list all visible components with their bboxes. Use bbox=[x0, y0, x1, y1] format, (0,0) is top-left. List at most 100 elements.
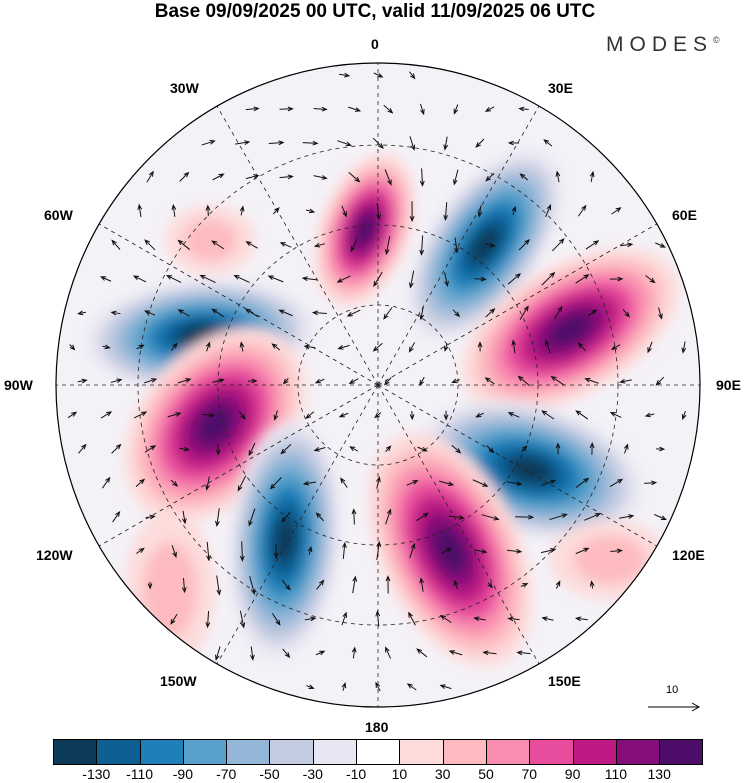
wind-arrow bbox=[239, 341, 245, 352]
wind-arrow bbox=[587, 309, 598, 317]
wind-arrow bbox=[133, 411, 148, 419]
wind-arrow bbox=[452, 169, 459, 186]
wind-arrow bbox=[618, 514, 635, 519]
wind-arrow bbox=[577, 342, 587, 352]
anomaly-field bbox=[85, 149, 679, 670]
wind-arrow bbox=[385, 508, 392, 525]
wind-arrow bbox=[303, 344, 316, 350]
wind-arrow bbox=[348, 378, 359, 384]
wind-arrow bbox=[271, 613, 281, 626]
negative-anomaly bbox=[469, 225, 501, 265]
wind-arrow bbox=[144, 310, 156, 316]
wind-arrow bbox=[181, 577, 187, 594]
negative-anomaly bbox=[507, 456, 553, 484]
wind-arrow bbox=[416, 648, 428, 658]
wind-arrow bbox=[485, 173, 495, 182]
wind-arrow bbox=[311, 310, 327, 316]
colorbar-tick: 10 bbox=[391, 766, 408, 782]
wind-arrow bbox=[316, 579, 325, 590]
meridian-line bbox=[212, 384, 379, 671]
wind-arrow bbox=[336, 275, 351, 283]
wind-arrow bbox=[417, 446, 428, 452]
wind-arrow bbox=[181, 510, 187, 525]
wind-arrow bbox=[110, 378, 123, 384]
wind-arrow bbox=[439, 614, 452, 623]
wind-arrow bbox=[233, 274, 250, 283]
wind-arrow bbox=[419, 577, 425, 592]
lon-label-180: 180 bbox=[365, 719, 389, 735]
wind-arrow bbox=[147, 581, 153, 590]
wind-arrow bbox=[376, 476, 381, 489]
wind-arrow bbox=[372, 137, 384, 149]
wind-arrow bbox=[383, 306, 393, 320]
wind-arrow bbox=[453, 104, 459, 115]
wind-arrow bbox=[279, 174, 294, 180]
wind-arrow bbox=[406, 683, 417, 691]
colorbar-tick: -70 bbox=[216, 766, 237, 782]
colorbar-swatch bbox=[54, 740, 98, 764]
wind-arrow bbox=[619, 378, 632, 384]
wind-arrow bbox=[144, 239, 156, 251]
wind-arrow bbox=[350, 238, 358, 253]
wind-arrow bbox=[451, 378, 460, 384]
wind-arrow bbox=[338, 412, 349, 418]
wind-arrow bbox=[281, 511, 291, 523]
wind-arrow bbox=[439, 480, 455, 487]
reference-arrow bbox=[648, 702, 701, 712]
wind-arrow bbox=[177, 309, 190, 317]
wind-arrow bbox=[216, 575, 222, 596]
wind-arrow bbox=[249, 576, 256, 595]
reference-vector-label: 10 bbox=[666, 684, 679, 696]
wind-arrow bbox=[656, 446, 666, 452]
wind-arrow bbox=[610, 548, 623, 554]
wind-arrow bbox=[511, 339, 517, 354]
wind-arrow bbox=[314, 378, 325, 384]
wind-arrow bbox=[301, 276, 318, 282]
wind-arrow bbox=[352, 575, 358, 594]
colorbar-swatch bbox=[357, 740, 401, 764]
wind-arrow bbox=[205, 476, 210, 491]
wind-arrow bbox=[451, 444, 462, 454]
wind-arrow bbox=[540, 548, 557, 554]
wind-arrow bbox=[452, 309, 461, 318]
wind-arrow bbox=[337, 344, 350, 350]
wind-arrow bbox=[543, 139, 553, 147]
wind-arrow bbox=[100, 411, 113, 419]
wind-arrow bbox=[409, 201, 415, 223]
wind-arrow bbox=[245, 106, 260, 112]
wind-arrow bbox=[384, 236, 391, 256]
wind-arrow bbox=[349, 446, 359, 452]
wind-arrow bbox=[271, 343, 281, 351]
wind-arrow bbox=[545, 339, 551, 354]
wind-arrow bbox=[518, 239, 530, 251]
wind-arrow bbox=[143, 378, 158, 384]
wind-arrow bbox=[205, 611, 211, 629]
colorbar-swatch bbox=[573, 740, 617, 764]
lon-label-120e: 120E bbox=[672, 547, 705, 563]
lon-label-0: 0 bbox=[371, 36, 379, 52]
wind-arrow bbox=[279, 242, 292, 248]
colorbar-tick: 50 bbox=[478, 766, 494, 782]
wind-arrow bbox=[681, 341, 687, 354]
positive-anomaly bbox=[548, 313, 592, 347]
wind-arrow bbox=[269, 477, 282, 490]
map-title: Base 09/09/2025 00 UTC, valid 11/09/2025… bbox=[154, 1, 596, 22]
wind-arrow bbox=[205, 341, 211, 352]
negative-anomaly bbox=[273, 516, 297, 564]
wind-arrow bbox=[238, 410, 246, 420]
positive-anomaly bbox=[574, 536, 646, 584]
wind-arrow bbox=[165, 275, 182, 283]
wind-arrow bbox=[179, 446, 190, 452]
wind-arrow bbox=[278, 309, 293, 317]
wind-arrow bbox=[67, 411, 78, 419]
colorbar-swatch bbox=[97, 740, 141, 764]
wind-arrow bbox=[351, 646, 357, 659]
wind-arrow bbox=[305, 208, 316, 214]
wind-arrow bbox=[145, 514, 156, 520]
wind-arrow bbox=[408, 270, 415, 289]
lon-label-150w: 150W bbox=[160, 673, 197, 689]
wind-arrow bbox=[245, 241, 258, 249]
wind-arrow bbox=[375, 681, 381, 692]
wind-arrow bbox=[337, 140, 352, 147]
wind-arrow bbox=[211, 308, 224, 318]
